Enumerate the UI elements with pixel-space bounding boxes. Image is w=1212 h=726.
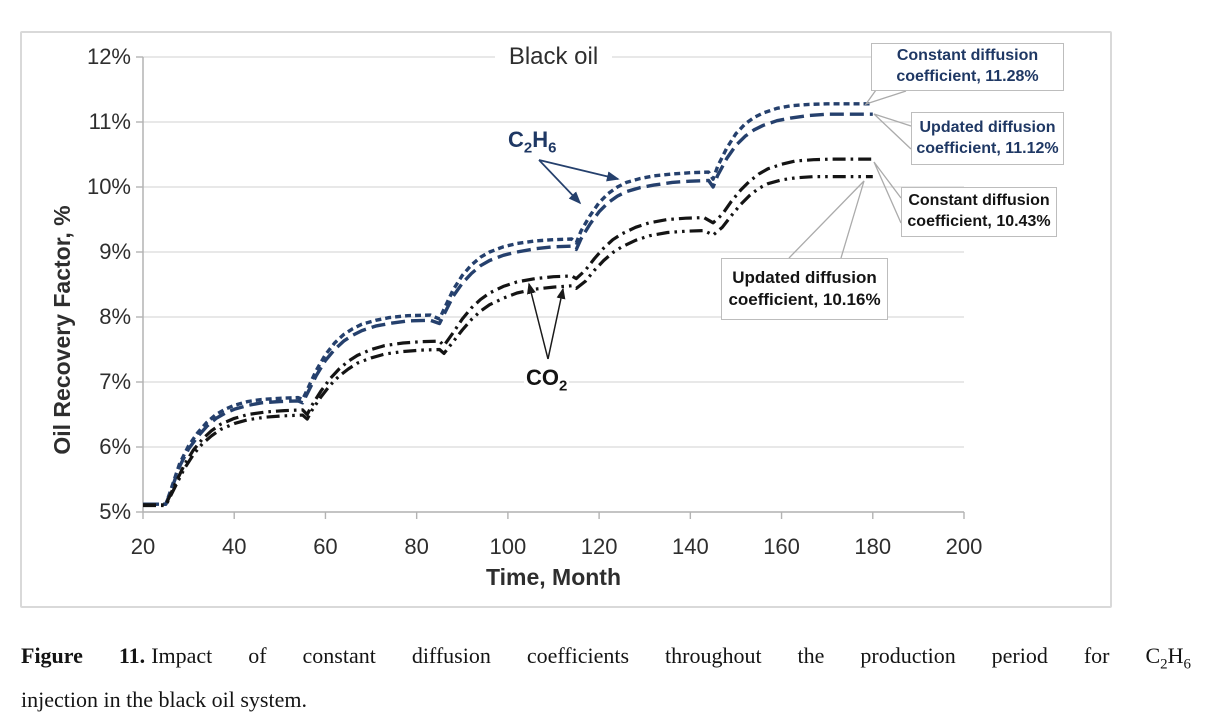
annotation-constant-c2h6: Constant diffusion coefficient, 11.28% [871,43,1064,91]
y-tick-label: 7% [99,369,131,394]
y-tick-label: 8% [99,304,131,329]
x-tick-label: 140 [671,534,709,559]
figure-caption: Figure 11. Impact of constant diffusion c… [21,638,1191,718]
x-tick-label: 80 [404,534,429,559]
caption-line-2: injection in the black oil system. [21,687,307,713]
c2h6-series-label: C2H6 [506,127,559,157]
annotation-updated-c2h6: Updated diffusion coefficient, 11.12% [911,112,1064,165]
x-tick-label: 180 [854,534,892,559]
y-tick-label: 5% [99,499,131,524]
y-tick-label: 11% [88,109,131,134]
caption-line-1: Figure 11. Impact of constant diffusion c… [21,643,1191,673]
callout-leader-lines [788,89,912,259]
co2-pointer-arrows-icon [527,282,566,360]
chart-title-text: Black oil [494,43,613,70]
c2h6-pointer-arrows-icon [538,159,620,205]
data-series [143,102,873,508]
caption-figure-label: Figure 11. [21,643,146,668]
x-tick-label: 120 [580,534,618,559]
y-tick-label: 6% [99,434,131,459]
series-line-3 [143,175,873,508]
axes [136,56,965,519]
series-line-2 [143,157,873,507]
x-tick-label: 100 [489,534,527,559]
y-tick-label: 10% [86,174,131,199]
y-tick-label: 9% [99,239,131,264]
co2-series-label: CO2 [524,365,570,395]
series-line-1 [143,112,873,506]
x-tick-label: 60 [313,534,338,559]
chart-title: Black oil [143,43,964,71]
y-axis-title: Oil Recovery Factor, % [49,205,75,455]
x-tick-label: 160 [763,534,800,559]
x-tick-label: 20 [130,534,156,559]
x-tick-label: 200 [945,534,983,559]
y-tick-label: 12% [86,44,131,69]
series-line-0 [143,102,873,506]
x-tick-label: 40 [221,534,247,559]
x-axis-title: Time, Month [485,564,621,590]
annotation-updated-co2: Updated diffusion coefficient, 10.16% [721,258,888,320]
annotation-constant-co2: Constant diffusion coefficient, 10.43% [901,187,1057,237]
